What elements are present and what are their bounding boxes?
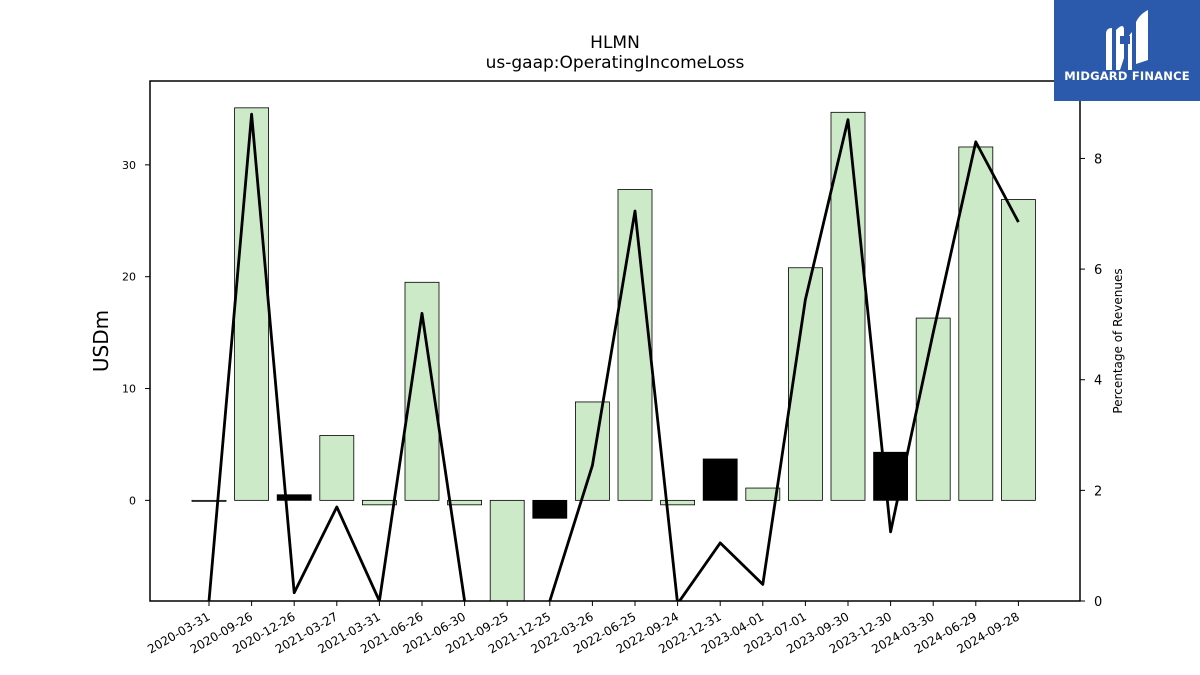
plot-frame [149, 80, 1081, 602]
logo-mark-icon [1106, 10, 1148, 70]
bar-2020-03-31 [191, 499, 227, 502]
y2-tick-label: 8 [1094, 152, 1102, 167]
y2-tick-label: 4 [1094, 374, 1102, 389]
bar-2023-04-01 [745, 487, 781, 501]
bar-2022-06-25 [617, 189, 653, 501]
y2-tick-label: 0 [1094, 595, 1102, 610]
y2-tick-label: 6 [1094, 263, 1102, 278]
bar-2020-12-26 [276, 494, 312, 501]
midgard-finance-logo: MIDGARD FINANCE [1054, 0, 1200, 101]
bar-2021-03-27 [319, 435, 355, 501]
bar-2024-03-30 [915, 317, 951, 501]
percentage-line [207, 112, 1020, 601]
y-tick-label: 30 [122, 159, 136, 172]
y-tick-label: 10 [122, 383, 136, 396]
bar-2022-12-31 [702, 458, 738, 501]
chart-title: HLMN [590, 33, 640, 53]
y-tick-label: 20 [122, 271, 136, 284]
bar-2020-09-26 [234, 107, 270, 501]
y-tick-label: 0 [129, 494, 136, 507]
bar-2022-03-26 [575, 401, 610, 501]
y-axis-label: USDm [89, 310, 113, 372]
bar-2021-03-31 [361, 499, 397, 506]
bar-2021-06-30 [447, 499, 483, 506]
y2-axis-label: Percentage of Revenues [1111, 268, 1125, 413]
bar-2024-06-29 [958, 146, 994, 501]
y2-tick-label: 2 [1094, 484, 1102, 499]
bar-2024-09-28 [1001, 199, 1036, 501]
bar-2021-09-25 [489, 499, 525, 602]
bar-2021-12-25 [532, 499, 568, 519]
bar-2023-09-30 [830, 111, 866, 501]
bar-2022-09-24 [660, 499, 695, 506]
logo-text: MIDGARD FINANCE [1064, 69, 1190, 83]
chart-subtitle: us-gaap:OperatingIncomeLoss [485, 53, 745, 73]
